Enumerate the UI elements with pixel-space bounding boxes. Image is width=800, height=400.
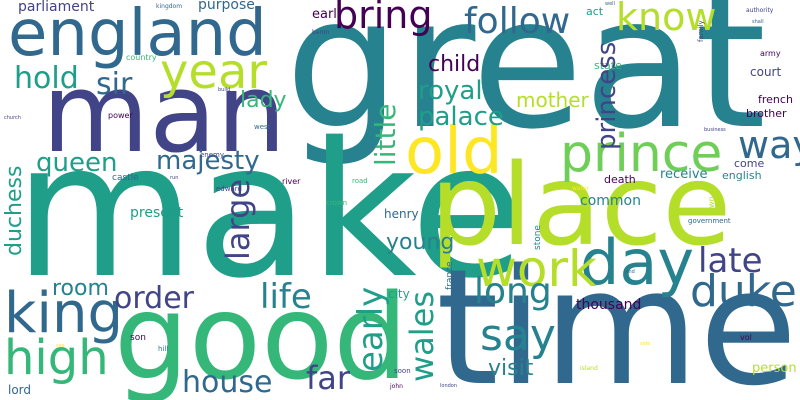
word-old: old xyxy=(405,115,503,189)
word-road: road xyxy=(352,177,368,185)
word-majesty: majesty xyxy=(156,146,260,176)
word-hill: hill xyxy=(158,345,169,353)
word-princess: princess xyxy=(592,41,622,150)
word-hold: hold xyxy=(14,61,79,96)
word-france: france xyxy=(445,261,455,290)
word-great: great xyxy=(285,0,767,169)
word-baron: baron xyxy=(312,29,330,36)
word-duchess: duchess xyxy=(2,165,27,256)
word-side: side xyxy=(640,341,651,347)
word-vol: vol xyxy=(740,333,752,342)
word-receive: receive xyxy=(660,167,708,182)
word-john: john xyxy=(390,383,403,390)
word-come: come xyxy=(734,157,765,170)
word-thousand: thousand xyxy=(576,297,642,313)
word-mother: mother xyxy=(516,88,589,112)
word-country: country xyxy=(126,53,157,62)
word-kingdom: kingdom xyxy=(156,3,183,10)
word-time: time xyxy=(436,234,798,400)
word-life: life xyxy=(260,277,312,317)
word-family: family xyxy=(697,20,705,42)
word-king: king xyxy=(4,281,124,346)
word-bring: bring xyxy=(334,0,433,37)
word-army: army xyxy=(760,49,781,58)
word-london: london xyxy=(440,383,458,389)
word-lord: lord xyxy=(8,383,32,397)
word-royal: royal xyxy=(418,76,483,106)
word-far: far xyxy=(306,359,351,397)
word-town: town xyxy=(707,196,716,216)
word-son: son xyxy=(130,333,146,343)
word-prince: prince xyxy=(560,124,723,184)
word-business: business xyxy=(704,127,726,133)
word-young: young xyxy=(386,230,455,255)
word-shall: shall xyxy=(752,19,764,25)
word-west: west xyxy=(254,123,271,131)
word-court: court xyxy=(750,65,782,79)
word-land: land xyxy=(624,269,635,275)
word-say: say xyxy=(480,310,556,361)
word-parliament: parliament xyxy=(18,0,95,15)
word-england: england xyxy=(8,0,267,71)
word-purpose: purpose xyxy=(198,0,255,13)
word-sir: sir xyxy=(96,67,133,102)
word-castle: castle xyxy=(112,173,139,183)
word-wales: wales xyxy=(403,290,441,382)
word-government: government xyxy=(688,217,731,225)
word-build: build xyxy=(218,87,231,93)
word-edward: edward xyxy=(216,185,242,193)
word-authority: authority xyxy=(746,7,774,14)
word-late: late xyxy=(698,241,763,281)
word-lady: lady xyxy=(240,88,287,113)
word-little: little xyxy=(369,103,402,166)
word-death: death xyxy=(604,173,636,186)
word-city: city xyxy=(388,287,410,301)
word-man: man xyxy=(42,49,287,177)
word-day: day xyxy=(580,226,695,299)
word-island: island xyxy=(580,365,598,372)
word-henry: henry xyxy=(384,207,419,221)
word-way: way xyxy=(738,123,800,167)
word-brother: brother xyxy=(746,107,787,120)
word-common: common xyxy=(580,193,641,209)
word-power: power xyxy=(108,111,133,120)
word-french: french xyxy=(758,93,793,106)
word-long: long xyxy=(474,271,552,312)
word-early: early xyxy=(351,286,391,372)
word-soon: soon xyxy=(394,367,411,375)
word-person: person xyxy=(752,361,797,376)
word-act: act xyxy=(586,5,604,18)
word-room: room xyxy=(52,276,109,301)
word-palace: palace xyxy=(418,102,504,132)
word-child: child xyxy=(428,52,481,77)
word-follow: follow xyxy=(464,1,571,42)
word-present: present xyxy=(130,205,184,221)
word-know: know xyxy=(616,0,717,39)
word-house: house xyxy=(182,365,273,400)
word-state: state xyxy=(594,59,622,72)
word-church: church xyxy=(4,115,21,121)
word-large: large xyxy=(219,178,257,260)
word-sea: sea xyxy=(56,343,65,349)
word-enemy: enemy xyxy=(200,151,225,159)
word-good: good xyxy=(114,268,409,400)
word-river: river xyxy=(282,177,301,186)
word-high: high xyxy=(4,330,109,386)
word-stone: stone xyxy=(533,225,543,250)
word-crown: crown xyxy=(326,199,348,207)
word-queen: queen xyxy=(36,148,118,178)
word-run: run xyxy=(170,175,179,181)
word-order: order xyxy=(114,281,194,316)
word-place: place xyxy=(430,141,732,271)
word-year: year xyxy=(160,44,268,100)
word-work: work xyxy=(476,240,597,298)
word-duke: duke xyxy=(690,266,797,317)
word-well: well xyxy=(605,1,615,7)
word-visit: visit xyxy=(488,356,534,381)
word-english: english xyxy=(722,169,762,182)
word-earl: earl xyxy=(312,7,337,22)
word-water: water xyxy=(572,185,590,192)
word-make: make xyxy=(14,102,525,319)
